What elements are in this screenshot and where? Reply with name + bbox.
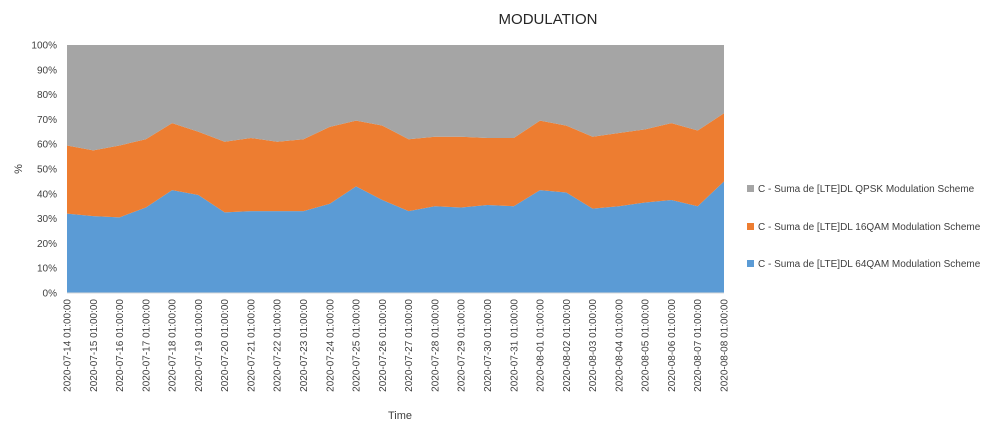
x-tick-label: 2020-08-07 01:00:00 bbox=[693, 299, 704, 392]
y-tick-label: 70% bbox=[37, 115, 57, 126]
legend-label: C - Suma de [LTE]DL 16QAM Modulation Sch… bbox=[758, 222, 981, 233]
legend-swatch bbox=[747, 260, 754, 267]
x-tick-label: 2020-07-20 01:00:00 bbox=[220, 299, 231, 392]
y-tick-label: 10% bbox=[37, 264, 57, 275]
x-tick-label: 2020-07-18 01:00:00 bbox=[168, 299, 179, 392]
area-series-2 bbox=[67, 45, 724, 151]
y-tick-label: 80% bbox=[37, 90, 57, 101]
x-tick-label: 2020-07-25 01:00:00 bbox=[352, 299, 363, 392]
area-series-1 bbox=[67, 113, 724, 218]
y-tick-label: 40% bbox=[37, 189, 57, 200]
x-axis-title: Time bbox=[388, 410, 412, 422]
x-tick-label: 2020-07-22 01:00:00 bbox=[273, 299, 284, 392]
x-tick-label: 2020-07-17 01:00:00 bbox=[141, 299, 152, 392]
x-tick-label: 2020-08-03 01:00:00 bbox=[588, 299, 599, 392]
area-series-0 bbox=[67, 181, 724, 293]
x-tick-label: 2020-07-21 01:00:00 bbox=[246, 299, 257, 392]
x-tick-label: 2020-08-06 01:00:00 bbox=[667, 299, 678, 392]
x-tick-label: 2020-07-24 01:00:00 bbox=[325, 299, 336, 392]
legend-label: C - Suma de [LTE]DL QPSK Modulation Sche… bbox=[758, 184, 975, 195]
plot-area bbox=[67, 45, 724, 293]
legend-swatch bbox=[747, 185, 754, 192]
x-tick-label: 2020-08-04 01:00:00 bbox=[614, 299, 625, 392]
x-tick-label: 2020-07-23 01:00:00 bbox=[299, 299, 310, 392]
x-tick-label: 2020-07-28 01:00:00 bbox=[430, 299, 441, 392]
x-tick-label: 2020-07-26 01:00:00 bbox=[378, 299, 389, 392]
x-tick-label: 2020-07-14 01:00:00 bbox=[63, 299, 74, 392]
y-axis: 0% 10% 20% 30% 40% 50% 60% 70% 80% 90% 100% bbox=[31, 41, 57, 300]
x-tick-label: 2020-07-29 01:00:00 bbox=[457, 299, 468, 392]
x-tick-label: 2020-07-30 01:00:00 bbox=[483, 299, 494, 392]
y-tick-label: 100% bbox=[31, 41, 57, 52]
x-tick-label: 2020-07-16 01:00:00 bbox=[115, 299, 126, 392]
legend-label: C - Suma de [LTE]DL 64QAM Modulation Sch… bbox=[758, 259, 981, 270]
x-tick-label: 2020-08-05 01:00:00 bbox=[641, 299, 652, 392]
legend: C - Suma de [LTE]DL QPSK Modulation Sche… bbox=[747, 184, 981, 270]
y-tick-label: 60% bbox=[37, 140, 57, 151]
x-tick-label: 2020-07-15 01:00:00 bbox=[89, 299, 100, 392]
chart-title: MODULATION bbox=[499, 11, 598, 28]
y-tick-label: 90% bbox=[37, 65, 57, 76]
y-tick-label: 30% bbox=[37, 214, 57, 225]
x-tick-label: 2020-07-19 01:00:00 bbox=[194, 299, 205, 392]
y-tick-label: 20% bbox=[37, 239, 57, 250]
x-tick-label: 2020-07-31 01:00:00 bbox=[509, 299, 520, 392]
x-tick-label: 2020-08-08 01:00:00 bbox=[720, 299, 731, 392]
x-tick-label: 2020-07-27 01:00:00 bbox=[404, 299, 415, 392]
legend-swatch bbox=[747, 223, 754, 230]
x-tick-label: 2020-08-02 01:00:00 bbox=[562, 299, 573, 392]
y-axis-title: % bbox=[13, 164, 25, 174]
y-tick-label: 50% bbox=[37, 165, 57, 176]
x-axis: 2020-07-14 01:00:00 2020-07-15 01:00:00 20… bbox=[63, 292, 731, 392]
y-tick-label: 0% bbox=[43, 289, 58, 300]
x-tick-label: 2020-08-01 01:00:00 bbox=[536, 299, 547, 392]
